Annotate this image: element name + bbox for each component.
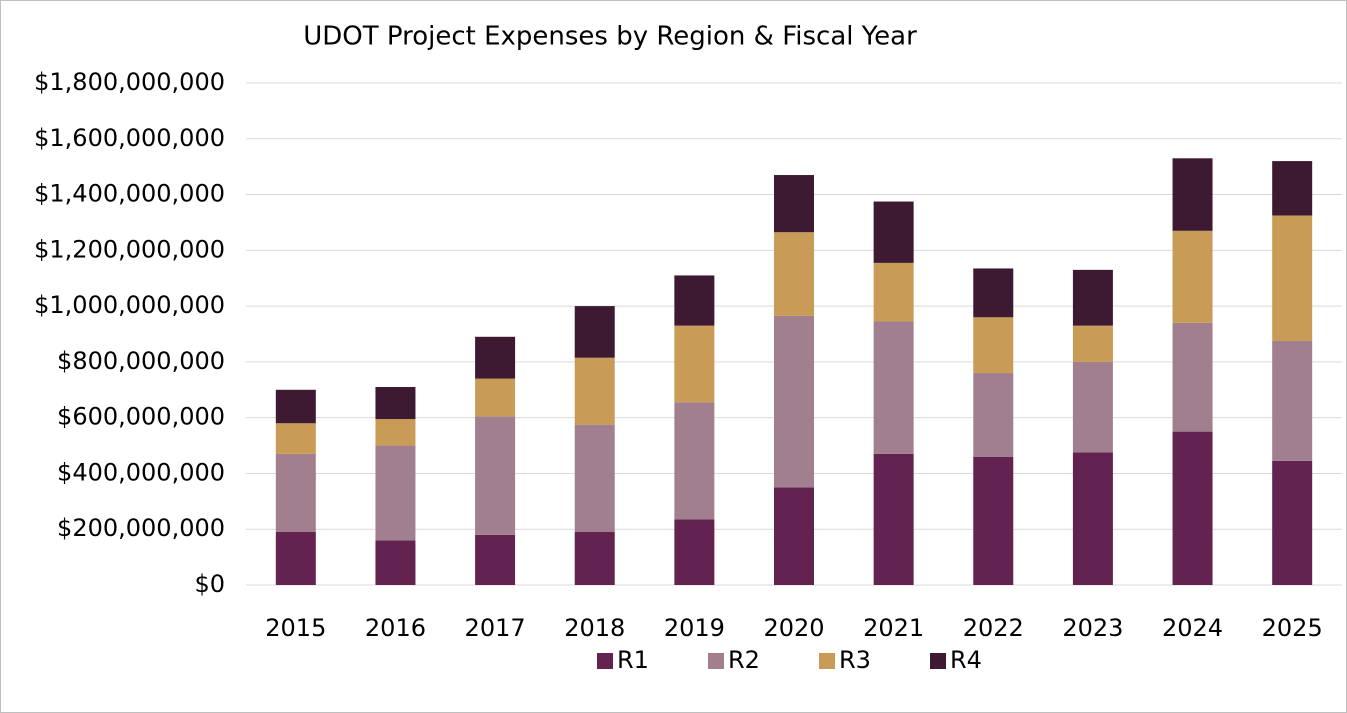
x-tick-label: 2021	[863, 614, 924, 642]
y-tick-label: $1,600,000,000	[34, 124, 225, 152]
bar-segment	[375, 419, 416, 446]
x-tick-label: 2020	[763, 614, 824, 642]
bar-segment	[1072, 325, 1113, 362]
bar-segment	[375, 540, 416, 585]
legend-swatch	[708, 653, 724, 669]
bar-segment	[574, 306, 615, 358]
bar-segment	[1072, 269, 1113, 326]
bar-segment	[1272, 161, 1313, 216]
bar-segment	[1072, 361, 1113, 453]
bar-segment	[1272, 460, 1313, 585]
x-tick-label: 2023	[1062, 614, 1123, 642]
bar-segment	[1072, 452, 1113, 585]
bar-segment	[674, 325, 715, 403]
bar-segment	[574, 424, 615, 533]
legend-swatch	[819, 653, 835, 669]
y-tick-label: $800,000,000	[57, 347, 225, 375]
y-tick-label: $400,000,000	[57, 458, 225, 486]
bar-segment	[574, 532, 615, 585]
y-tick-label: $0	[194, 570, 225, 598]
legend-swatch	[930, 653, 946, 669]
bar-segment	[475, 416, 516, 535]
bar-segment	[674, 519, 715, 585]
bar-segment	[574, 357, 615, 425]
y-tick-label: $1,000,000,000	[34, 291, 225, 319]
bar-segment	[674, 275, 715, 326]
x-tick-label: 2019	[664, 614, 725, 642]
bar-segment	[774, 232, 814, 316]
y-tick-label: $1,200,000,000	[34, 235, 225, 263]
bar-segment	[375, 386, 416, 420]
x-tick-label: 2017	[465, 614, 526, 642]
bar-segment	[973, 373, 1014, 457]
chart-title: UDOT Project Expenses by Region & Fiscal…	[303, 22, 917, 52]
bar-segment	[873, 262, 914, 322]
bar-segment	[475, 378, 516, 417]
y-tick-label: $600,000,000	[57, 403, 225, 431]
bar-segment	[1172, 322, 1213, 432]
bar-segment	[973, 317, 1014, 374]
bar-segment	[973, 268, 1014, 318]
bar-segment	[375, 445, 416, 541]
bar-segment	[873, 201, 914, 263]
bar-segment	[774, 487, 814, 585]
bar-segment	[774, 175, 814, 233]
legend-label: R1	[617, 646, 649, 674]
bar-segment	[674, 402, 715, 520]
x-tick-label: 2015	[265, 614, 326, 642]
bar-segment	[1172, 230, 1213, 323]
bar-segment	[475, 336, 516, 379]
bar-segment	[475, 534, 516, 585]
x-tick-label: 2025	[1262, 614, 1323, 642]
bar-segment	[275, 532, 316, 585]
bar-segment	[774, 315, 814, 488]
bar-segment	[275, 389, 316, 424]
legend-label: R4	[950, 646, 982, 674]
bar-segment	[275, 423, 316, 454]
bar-segment	[973, 456, 1014, 585]
bar-segment	[1172, 431, 1213, 585]
x-tick-label: 2018	[564, 614, 625, 642]
y-tick-label: $1,400,000,000	[34, 180, 225, 208]
bar-segment	[1172, 158, 1213, 231]
bar-segment	[873, 453, 914, 585]
legend-swatch	[597, 653, 613, 669]
legend-label: R3	[839, 646, 871, 674]
bar-segment	[1272, 215, 1313, 341]
x-tick-label: 2024	[1162, 614, 1223, 642]
legend-label: R2	[728, 646, 760, 674]
y-tick-label: $200,000,000	[57, 514, 225, 542]
y-tick-label: $1,800,000,000	[34, 68, 225, 96]
x-tick-label: 2016	[365, 614, 426, 642]
bar-segment	[1272, 340, 1313, 461]
bar-segment	[275, 453, 316, 533]
x-tick-label: 2022	[963, 614, 1024, 642]
bar-segment	[873, 321, 914, 454]
